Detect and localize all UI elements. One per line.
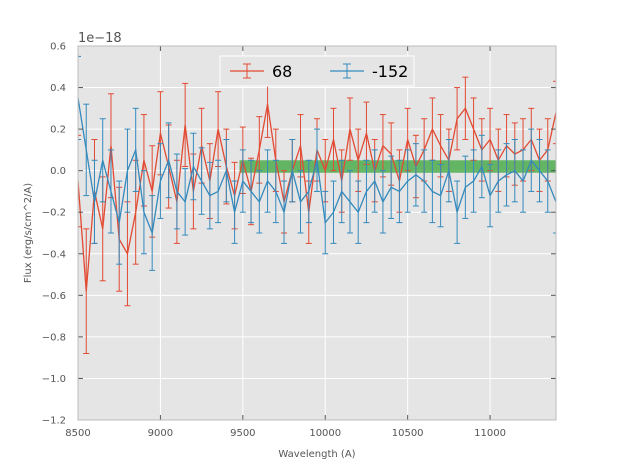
series-line <box>78 97 556 236</box>
x-tick-label: 10500 <box>392 428 424 439</box>
y-offset-label: 1e−18 <box>78 31 122 46</box>
y-tick-label: 0.2 <box>50 125 66 136</box>
legend-label: -152 <box>372 62 408 81</box>
y-tick-label: −0.8 <box>42 332 66 343</box>
x-tick-label: 11000 <box>474 428 506 439</box>
legend-label: 68 <box>272 62 292 81</box>
x-tick-label: 9500 <box>230 428 255 439</box>
x-axis-label: Wavelength (A) <box>278 449 355 460</box>
y-tick-label: 0.6 <box>50 42 66 53</box>
x-tick-label: 8500 <box>65 428 90 439</box>
plot-frame <box>77 45 557 421</box>
y-tick-label: 0.4 <box>50 83 66 94</box>
series-layer <box>78 55 556 355</box>
legend-entry-2: -152 <box>330 62 408 81</box>
x-tick-label: 9000 <box>148 428 173 439</box>
y-tick-label: −0.2 <box>42 208 66 219</box>
axes: 8500 9000 9500 10000 10500 11000 0.6 0.4 0.2 0.0 −… <box>42 42 557 439</box>
x-tick-label: 10000 <box>309 428 341 439</box>
legend: 68 -152 <box>219 55 415 87</box>
legend-entry-1: 68 <box>230 62 292 81</box>
y-tick-label: −0.6 <box>42 291 66 302</box>
y-tick-label: −1.0 <box>42 374 66 385</box>
series-2 <box>78 55 556 271</box>
y-tick-label: −1.2 <box>42 416 66 427</box>
plot-area <box>78 46 556 420</box>
y-axis-label: Flux (erg/s/cm^2/A) <box>23 183 34 283</box>
y-tick-label: −0.4 <box>42 249 66 260</box>
y-tick-label: 0.0 <box>50 166 66 177</box>
